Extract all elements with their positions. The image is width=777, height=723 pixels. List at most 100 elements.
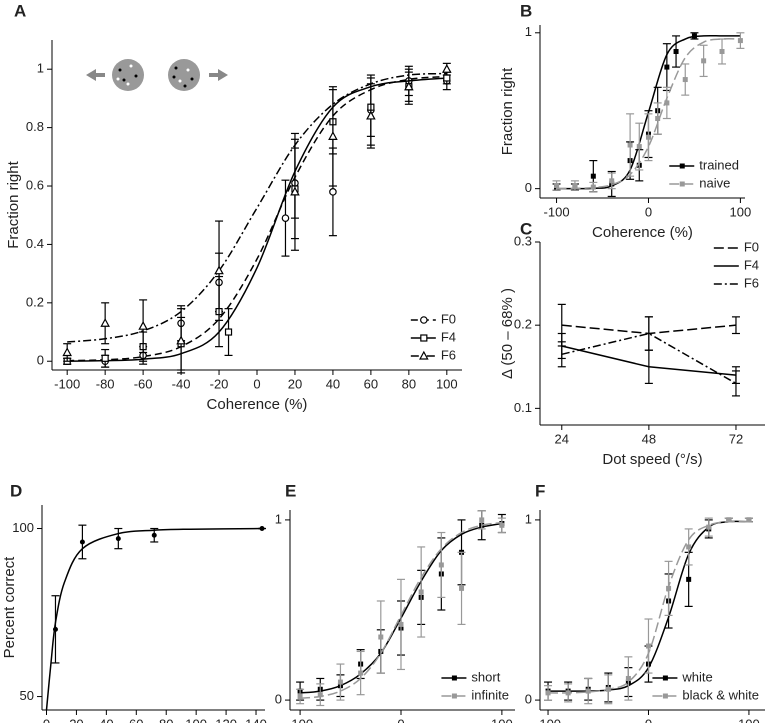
data-point — [545, 690, 551, 696]
data-point — [259, 526, 265, 532]
data-point — [138, 320, 148, 330]
data-point — [281, 214, 290, 222]
panel-letter: A — [14, 1, 26, 20]
x-tick-label: -100 — [544, 204, 570, 219]
data-point — [79, 539, 85, 545]
x-tick-label: 0 — [645, 716, 652, 723]
x-tick-label: 72 — [729, 431, 743, 446]
data-point — [115, 536, 121, 542]
y-tick-label: 0.2 — [514, 317, 532, 332]
data-point — [151, 532, 157, 538]
data-point — [701, 58, 707, 64]
panel-letter: E — [285, 481, 296, 500]
y-tick-label: 100 — [12, 520, 34, 535]
data-point — [358, 670, 364, 676]
legend-marker — [419, 350, 429, 360]
data-point — [609, 178, 615, 184]
data-point — [438, 562, 444, 568]
fit-curve — [45, 527, 263, 711]
x-tick-label: 80 — [159, 716, 173, 723]
x-tick-label: 24 — [555, 431, 569, 446]
x-tick-label: 40 — [99, 716, 113, 723]
data-point — [297, 693, 303, 699]
panel-letter: D — [10, 481, 22, 500]
data-point — [101, 354, 109, 362]
data-point — [682, 77, 688, 83]
data-point — [224, 328, 233, 336]
legend-label: F0 — [441, 311, 456, 326]
data-point — [625, 675, 631, 681]
x-axis-title: Coherence (%) — [592, 224, 693, 241]
y-tick-label: 50 — [20, 688, 34, 703]
data-point — [719, 48, 725, 54]
data-point — [459, 585, 465, 591]
fit-curve — [67, 75, 447, 362]
y-tick-label: 0.1 — [514, 400, 532, 415]
x-tick-label: 0 — [253, 376, 260, 391]
y-tick-label: 0 — [275, 692, 282, 707]
legend-label: F4 — [744, 257, 759, 272]
fit-curve — [556, 38, 741, 190]
data-point — [479, 517, 485, 523]
data-point — [62, 347, 72, 357]
data-point — [337, 679, 343, 685]
x-tick-label: 120 — [215, 716, 237, 723]
data-point — [655, 116, 661, 122]
data-point — [590, 173, 596, 179]
x-tick-label: -40 — [172, 376, 191, 391]
legend-label: F6 — [441, 347, 456, 362]
data-point — [666, 585, 672, 591]
data-point — [565, 690, 571, 696]
data-point — [636, 144, 642, 150]
x-tick-label: -100 — [54, 376, 80, 391]
data-point — [706, 524, 712, 530]
x-tick-label: 80 — [402, 376, 416, 391]
data-point — [378, 634, 384, 640]
data-line — [561, 332, 737, 385]
legend-label: infinite — [471, 687, 509, 702]
x-tick-label: 140 — [245, 716, 267, 723]
y-tick-label: 0.8 — [26, 119, 44, 134]
x-tick-label: 20 — [69, 716, 83, 723]
legend-marker — [451, 675, 457, 681]
legend-label: F4 — [441, 329, 456, 344]
y-tick-label: 0.6 — [26, 177, 44, 192]
y-axis-title: Δ (50 – 68% ) — [499, 288, 516, 379]
legend-marker — [662, 675, 668, 681]
x-tick-label: 0 — [645, 204, 652, 219]
x-tick-label: -80 — [96, 376, 115, 391]
y-tick-label: 0.2 — [26, 294, 44, 309]
panel-letter: F — [535, 481, 545, 500]
data-point — [329, 188, 337, 196]
x-tick-label: 100 — [738, 716, 760, 723]
data-point — [572, 183, 578, 189]
data-point — [317, 692, 323, 698]
data-point — [686, 576, 692, 582]
stimulus-icon — [86, 59, 228, 91]
data-point — [404, 81, 414, 91]
legend-marker — [451, 693, 457, 699]
data-point — [585, 688, 591, 694]
data-point — [290, 186, 300, 196]
y-tick-label: 1 — [275, 511, 282, 526]
y-tick-label: 0 — [525, 180, 532, 195]
data-point — [554, 183, 560, 189]
data-point — [442, 63, 452, 73]
legend-label: trained — [699, 157, 739, 172]
legend-marker — [420, 316, 428, 324]
y-tick-label: 1 — [37, 61, 44, 76]
data-point — [673, 48, 679, 54]
x-tick-label: -100 — [535, 716, 561, 723]
fit-curve — [67, 72, 447, 343]
fit-curve — [67, 77, 447, 362]
data-point — [443, 74, 451, 82]
panel-letter: B — [520, 1, 532, 20]
y-tick-label: 1 — [525, 24, 532, 39]
x-axis-title: Dot speed (°/s) — [602, 451, 702, 468]
data-point — [627, 142, 633, 148]
y-tick-label: 0.4 — [26, 236, 44, 251]
data-point — [664, 64, 670, 70]
x-tick-label: 0 — [397, 716, 404, 723]
x-tick-label: 100 — [436, 376, 458, 391]
